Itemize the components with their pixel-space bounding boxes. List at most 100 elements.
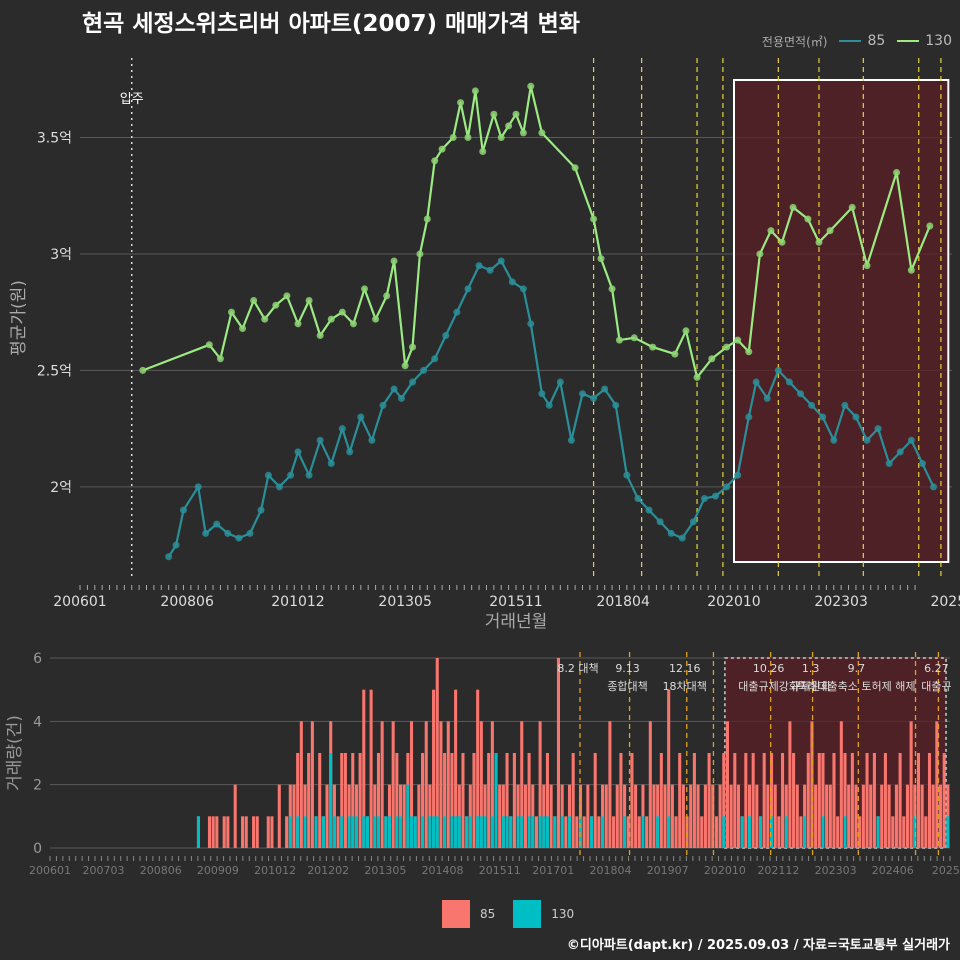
bar-85	[766, 784, 770, 848]
bar-85	[821, 753, 825, 848]
bar-85	[883, 753, 887, 848]
data-point-130	[438, 145, 446, 153]
bar-85	[277, 784, 281, 848]
data-point-130	[527, 82, 535, 90]
data-point-85	[752, 378, 760, 386]
data-point-85	[918, 460, 926, 468]
data-point-85	[475, 262, 483, 270]
bar-85	[909, 721, 913, 848]
bar-x-tick-label: 201907	[647, 864, 689, 877]
bar-85	[343, 753, 347, 848]
bar-85	[575, 816, 579, 848]
data-point-85	[264, 471, 272, 479]
data-point-130	[261, 315, 269, 323]
data-point-130	[390, 257, 398, 265]
data-point-85	[257, 506, 265, 514]
data-point-130	[205, 341, 213, 349]
bar-85	[792, 753, 796, 848]
bar-85	[902, 816, 906, 848]
bar-130	[443, 816, 447, 848]
data-point-130	[671, 350, 679, 358]
bar-130	[843, 816, 847, 848]
bar-130	[354, 816, 358, 848]
data-point-130	[649, 343, 657, 351]
bar-85	[847, 784, 851, 848]
bar-y-tick-label: 6	[33, 651, 42, 667]
bar-85	[604, 784, 608, 848]
bar-85	[292, 784, 296, 848]
bar-130	[623, 816, 627, 848]
bar-130	[641, 816, 645, 848]
data-point-130	[457, 99, 465, 107]
data-point-85	[172, 541, 180, 549]
bar-130	[553, 816, 557, 848]
bar-85	[788, 721, 792, 848]
legend-bottom-label-130: 130	[551, 907, 575, 921]
data-point-130	[423, 215, 431, 223]
bar-130	[722, 816, 726, 848]
bar-85	[887, 784, 891, 848]
data-point-85	[930, 483, 938, 491]
data-point-85	[368, 436, 376, 444]
bar-85	[825, 784, 829, 848]
bar-85	[534, 816, 538, 848]
data-point-130	[383, 292, 391, 300]
bar-85	[476, 689, 480, 848]
data-point-85	[379, 401, 387, 409]
bar-85	[395, 753, 399, 848]
policy-label: 9.13	[615, 662, 640, 675]
bar-130	[296, 816, 300, 848]
bar-85	[266, 816, 270, 848]
data-point-130	[431, 157, 439, 165]
bar-85	[307, 753, 311, 848]
bar-85	[810, 721, 814, 848]
bar-85	[391, 721, 395, 848]
bar-x-tick-label: 202010	[704, 864, 746, 877]
data-point-130	[372, 315, 380, 323]
data-point-130	[250, 297, 258, 305]
bar-85	[615, 784, 619, 848]
bar-85	[814, 784, 818, 848]
bar-85	[931, 784, 935, 848]
bar-85	[920, 784, 924, 848]
bar-85	[898, 753, 902, 848]
bar-130	[365, 816, 369, 848]
bar-x-tick-label: 201511	[479, 864, 521, 877]
bar-85	[637, 816, 641, 848]
data-point-130	[349, 320, 357, 328]
bar-85	[924, 816, 928, 848]
y-tick-label: 2.5억	[37, 363, 72, 379]
bar-85	[703, 784, 707, 848]
bar-85	[472, 753, 476, 848]
data-point-130	[926, 222, 934, 230]
bar-130	[740, 816, 744, 848]
bar-130	[946, 816, 950, 848]
data-point-85	[519, 285, 527, 293]
bar-85	[781, 753, 785, 848]
policy-sublabel: 대출규	[921, 680, 951, 693]
bar-85	[362, 689, 366, 848]
data-point-130	[597, 255, 605, 263]
bar-85	[215, 816, 219, 848]
data-point-85	[723, 483, 731, 491]
data-point-85	[246, 529, 254, 537]
data-point-130	[505, 122, 513, 130]
bar-85	[832, 753, 836, 848]
data-point-130	[734, 336, 742, 344]
bar-85	[402, 784, 406, 848]
bar-130	[516, 816, 520, 848]
data-point-85	[287, 471, 295, 479]
data-point-85	[508, 278, 516, 286]
bar-85	[773, 784, 777, 848]
data-point-130	[590, 215, 598, 223]
bar-130	[329, 753, 333, 848]
bar-85	[718, 784, 722, 848]
bar-x-tick-label: 201202	[307, 864, 349, 877]
legend-box-85	[442, 900, 470, 928]
legend-swatch-85	[839, 40, 862, 42]
bar-130	[376, 816, 381, 848]
bar-85	[692, 753, 696, 848]
data-point-130	[745, 348, 753, 356]
bar-130	[667, 816, 671, 848]
